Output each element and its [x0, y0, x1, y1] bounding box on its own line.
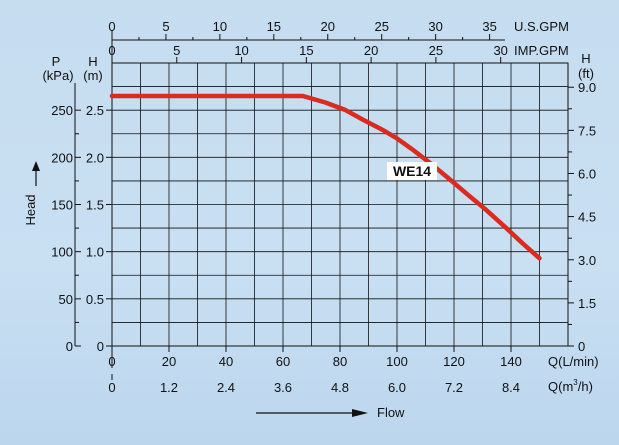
x-axis-lmin-label: Q(L/min) [548, 354, 599, 369]
m3h-tick-label: 1.2 [160, 380, 178, 395]
ft-tick-label: 3.0 [578, 253, 596, 268]
head-axis-title: Head [23, 194, 38, 225]
ft-tick-label: 1.5 [578, 296, 596, 311]
head-arrow-icon [32, 161, 40, 186]
lmin-tick-label: 80 [333, 354, 347, 369]
ft-tick-label: 0 [578, 339, 585, 354]
lmin-tick-label: 140 [500, 354, 522, 369]
y-axis-ft-title: H [581, 51, 590, 66]
ft-tick-label: 9.0 [578, 80, 596, 95]
m-tick-label: 2.5 [86, 103, 104, 118]
usgpm-tick-label: 25 [374, 19, 388, 34]
kpa-tick-label: 100 [51, 245, 73, 260]
m3h-tick-label: 7.2 [445, 380, 463, 395]
impgpm-tick-label: 15 [299, 43, 313, 58]
m3h-tick-label: 4.8 [331, 380, 349, 395]
y-axis-kpa-title: P [52, 54, 61, 69]
ft-tick-label: 4.5 [578, 210, 596, 225]
impgpm-tick-label: 0 [108, 43, 115, 58]
lmin-tick-label: 40 [219, 354, 233, 369]
ft-tick-label: 7.5 [578, 123, 596, 138]
usgpm-tick-label: 20 [321, 19, 335, 34]
m-tick-label: 2.0 [86, 150, 104, 165]
usgpm-tick-label: 0 [108, 19, 115, 34]
y-axis-m-unit: (m) [83, 68, 103, 83]
m-tick-label: 0.5 [86, 292, 104, 307]
lmin-tick-label: 20 [162, 354, 176, 369]
series-label-we14: WE14 [393, 163, 431, 179]
usgpm-axis-label: U.S.GPM [514, 19, 569, 34]
m3h-tick-label: 6.0 [388, 380, 406, 395]
impgpm-tick-label: 25 [429, 43, 443, 58]
impgpm-tick-label: 10 [234, 43, 248, 58]
kpa-tick-label: 250 [51, 103, 73, 118]
y-axis-kpa-unit: (kPa) [42, 68, 73, 83]
kpa-tick-label: 200 [51, 150, 73, 165]
impgpm-tick-label: 20 [364, 43, 378, 58]
series-line-we14 [109, 93, 542, 261]
chart-grid [111, 62, 569, 347]
lmin-tick-label: 100 [386, 354, 408, 369]
m-tick-label: 0 [97, 339, 104, 354]
x-axis-m3h-label: Q(m3/h) [548, 378, 593, 394]
chart-ticks: 0 5 10 15 20 25 30 35 0 5 10 15 20 25 30 0 20 40 60 80 100 12… [51, 19, 596, 395]
y-axis-ft-unit: (ft) [578, 66, 594, 81]
usgpm-tick-label: 5 [162, 19, 169, 34]
lmin-tick-label: 0 [108, 354, 115, 369]
kpa-tick-label: 0 [66, 339, 73, 354]
y-axis-m-title: H [88, 54, 97, 69]
impgpm-tick-label: 30 [493, 43, 507, 58]
usgpm-tick-label: 10 [213, 19, 227, 34]
m3h-tick-label: 0 [108, 380, 115, 395]
impgpm-axis-label: IMP.GPM [514, 43, 569, 58]
lmin-tick-label: 60 [276, 354, 290, 369]
m3h-tick-label: 8.4 [502, 380, 520, 395]
ft-tick-label: 6.0 [578, 166, 596, 181]
m-tick-label: 1.0 [86, 245, 104, 260]
chart-axes [74, 30, 569, 368]
chart-series: WE14 [109, 93, 542, 261]
series-label-box [387, 162, 437, 180]
usgpm-tick-label: 15 [267, 19, 281, 34]
kpa-tick-label: 150 [51, 198, 73, 213]
m3h-tick-label: 3.6 [274, 380, 292, 395]
lmin-tick-label: 120 [443, 354, 465, 369]
flow-label: Flow [377, 405, 405, 420]
m-tick-label: 1.5 [86, 198, 104, 213]
flow-arrow-icon [256, 409, 368, 417]
m3h-tick-label: 2.4 [217, 380, 235, 395]
usgpm-tick-label: 30 [428, 19, 442, 34]
kpa-tick-label: 50 [59, 292, 73, 307]
usgpm-tick-label: 35 [482, 19, 496, 34]
impgpm-tick-label: 5 [173, 43, 180, 58]
